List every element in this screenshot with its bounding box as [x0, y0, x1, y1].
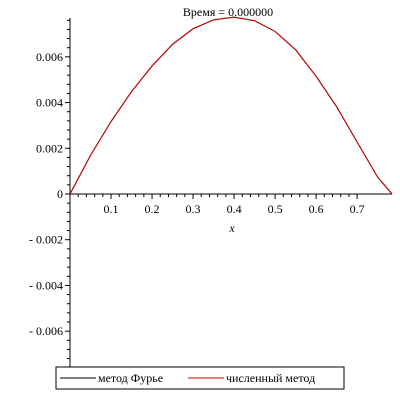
- x-tick-label: 0.7: [350, 202, 365, 216]
- x-tick-label: 0.4: [227, 202, 242, 216]
- series-line-1: [69, 16, 393, 195]
- ticks: 0.1 0.2 0.3 0.4 0.5 0.6 0.7 0.006 0.004 0.002 0 - 0…: [29, 19, 365, 369]
- chart-title: Время = 0.000000: [183, 5, 273, 19]
- x-axis-label: x: [228, 221, 235, 235]
- y-tick-label: 0.006: [36, 50, 63, 64]
- legend-label-2: численный метод: [226, 371, 315, 385]
- x-tick-label: 0.6: [309, 202, 324, 216]
- axes: [69, 18, 392, 370]
- x-tick-label: 0.5: [268, 202, 283, 216]
- series-line-2: [69, 16, 393, 195]
- x-tick-label: 0.2: [145, 202, 160, 216]
- legend: метод Фурье численный метод: [55, 366, 345, 390]
- y-tick-label: 0.002: [36, 141, 63, 155]
- y-tick-label: - 0.002: [29, 233, 63, 247]
- series-group: [69, 16, 393, 195]
- y-tick-label: - 0.004: [29, 278, 63, 292]
- y-tick-label: 0.004: [36, 96, 63, 110]
- x-tick-label: 0.3: [186, 202, 201, 216]
- y-tick-label: 0: [57, 187, 63, 201]
- x-tick-label: 0.1: [104, 202, 119, 216]
- legend-label-1: метод Фурье: [98, 371, 163, 385]
- y-tick-label: - 0.006: [29, 324, 63, 338]
